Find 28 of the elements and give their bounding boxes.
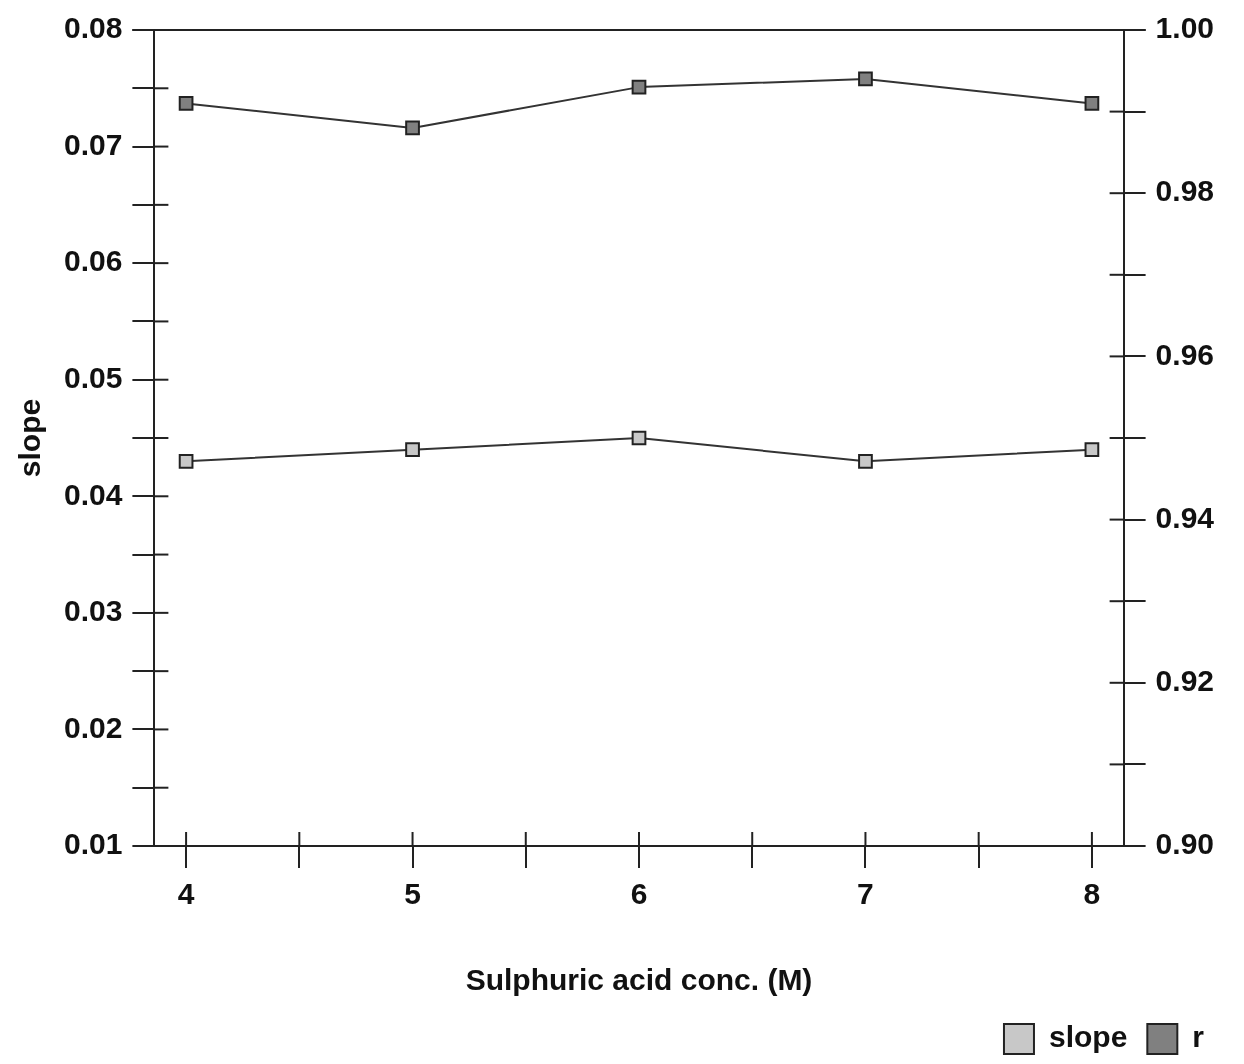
- y-tick-label: 0.03: [64, 594, 123, 628]
- x-tick-label: 4: [177, 877, 195, 911]
- y-tick-label: 0.07: [64, 127, 123, 161]
- x-tick-label: 8: [1083, 877, 1101, 911]
- y-tick-label: 0.05: [64, 360, 123, 394]
- x-axis-title: Sulphuric acid conc. (M): [465, 963, 813, 997]
- y-tick-label: 0.06: [64, 244, 123, 278]
- point: [858, 71, 873, 87]
- point: [631, 79, 647, 95]
- y2-tick-label: 0.98: [1155, 174, 1214, 208]
- point: [405, 120, 420, 136]
- x-tick-label: 6: [630, 877, 648, 911]
- y2-tick-label: 0.92: [1155, 664, 1214, 698]
- x-tick-label: 7: [857, 877, 874, 911]
- x-tick-label: 5: [404, 877, 421, 911]
- y2-tick-label: 1.00: [1155, 11, 1214, 45]
- y2-tick-label: 0.96: [1155, 337, 1214, 371]
- legend-label: slope: [1048, 1020, 1128, 1054]
- point: [178, 96, 194, 111]
- legend-label: r: [1192, 1020, 1205, 1054]
- y-tick-label: 0.08: [64, 11, 123, 45]
- y2-tick-label: 0.94: [1155, 500, 1215, 534]
- y-tick-label: 0.02: [64, 710, 123, 744]
- y-tick-label: 0.04: [64, 477, 123, 511]
- y-tick-label: 0.01: [64, 827, 123, 861]
- y2-tick-label: 0.90: [1155, 827, 1214, 861]
- point: [1084, 96, 1100, 111]
- y-axis-title: slope: [13, 398, 47, 478]
